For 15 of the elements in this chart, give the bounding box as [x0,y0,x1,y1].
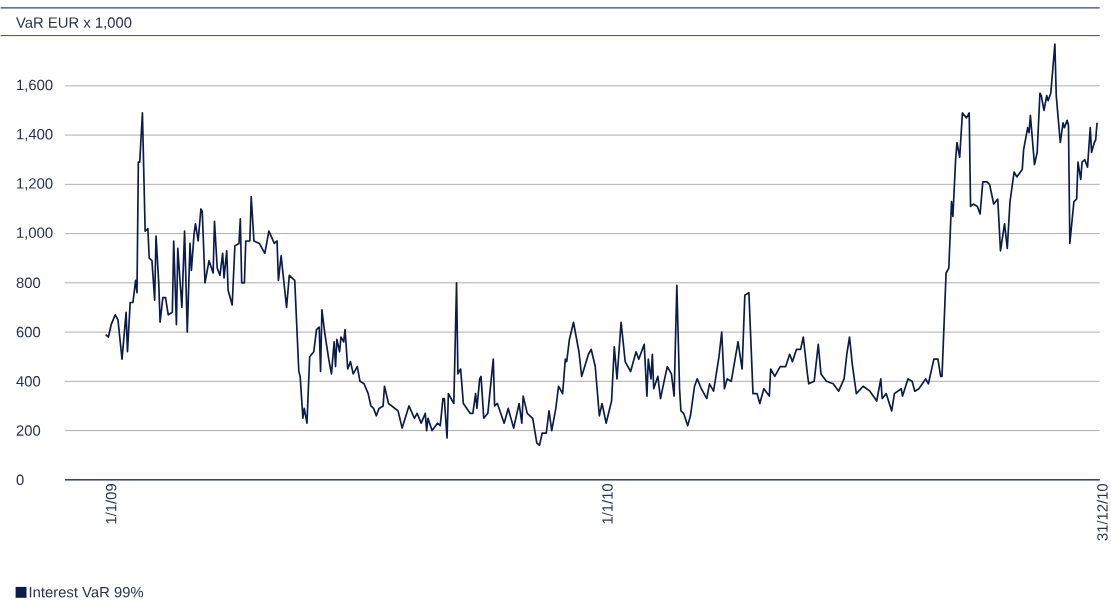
x-tick-label: 31/12/10 [1096,483,1108,541]
y-tick-label: 1,000 [17,227,53,240]
y-tick-label: 800 [16,277,41,288]
x-tick-label: 1/1/09 [105,483,117,524]
legend-label: Interest VaR 99% [29,586,144,598]
y-tick-label: 1,200 [17,177,53,191]
y-tick-label: 1,600 [17,79,53,92]
y-tick-label: 1,400 [17,128,53,141]
y-axis-title: VaR EUR x 1,000 [16,17,132,30]
y-tick-label: 200 [16,425,41,436]
x-tick-label: 1/1/10 [601,483,613,524]
y-tick-label: 0 [16,474,24,485]
y-tick-label: 400 [16,375,41,387]
line-series [104,42,1098,446]
y-tick-label: 600 [16,326,41,338]
